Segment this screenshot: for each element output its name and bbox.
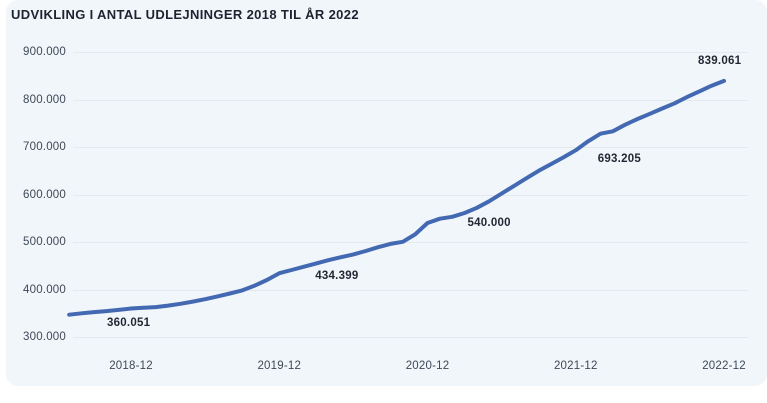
gridline	[73, 242, 748, 243]
gridline	[73, 147, 748, 148]
gridline	[73, 194, 748, 196]
data-point-label: 360.051	[107, 317, 151, 330]
x-axis-tick-label: 2019-12	[257, 360, 302, 372]
data-point-label: 434.399	[315, 270, 359, 283]
x-axis-tick-label: 2021-12	[553, 360, 598, 372]
y-axis-tick-label: 700.000	[23, 141, 66, 153]
data-point-label: 693.205	[597, 153, 642, 166]
y-axis-tick-label: 800.000	[23, 93, 66, 106]
x-axis-tick-label: 2020-12	[405, 360, 450, 372]
y-axis-tick-label: 400.000	[23, 283, 66, 296]
y-axis-tick-label: 900.000	[23, 46, 66, 58]
x-axis-tick-label: 2018-12	[109, 360, 153, 372]
gridline	[73, 289, 748, 291]
y-axis-tick-label: 500.000	[23, 236, 66, 248]
gridline	[73, 99, 748, 101]
x-axis-tick-label: 2022-12	[702, 360, 746, 372]
data-point-label: 839.061	[698, 54, 742, 67]
data-point-label: 540.000	[467, 217, 511, 229]
chart-title: UDVIKLING I ANTAL UDLEJNINGER 2018 TIL Å…	[11, 7, 359, 22]
chart-card	[6, 0, 767, 386]
gridline	[73, 52, 748, 53]
gridline	[73, 337, 748, 338]
y-axis-tick-label: 300.000	[23, 331, 66, 343]
trend-line	[67, 78, 726, 317]
y-axis-tick-label: 600.000	[23, 188, 66, 201]
